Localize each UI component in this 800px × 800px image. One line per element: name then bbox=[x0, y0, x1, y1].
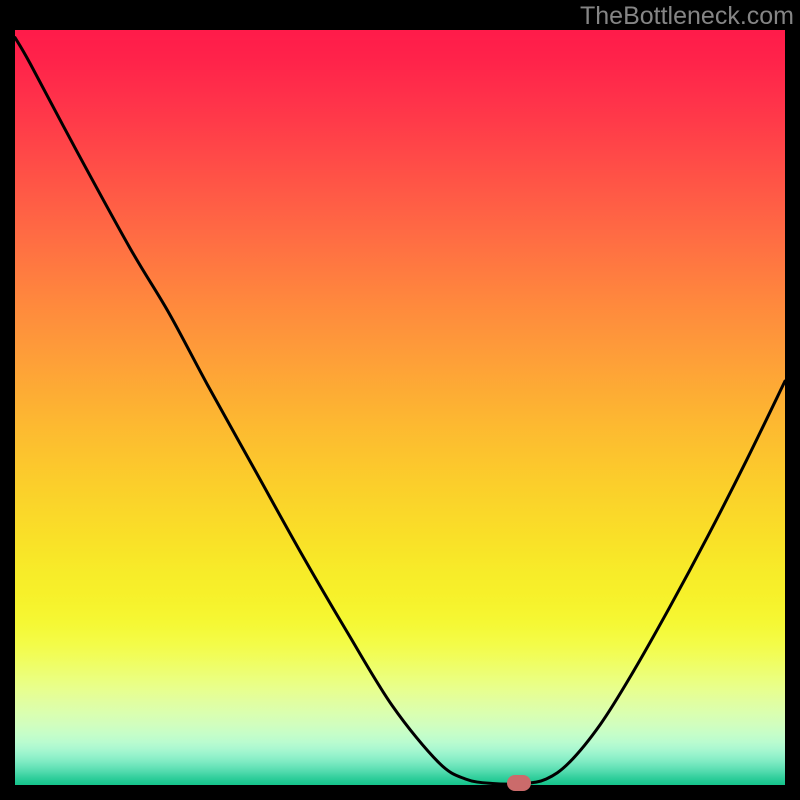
chart-container: TheBottleneck.com bbox=[0, 0, 800, 800]
watermark-text: TheBottleneck.com bbox=[580, 2, 794, 31]
bottleneck-curve bbox=[15, 30, 785, 785]
optimal-point-marker bbox=[507, 775, 531, 791]
plot-area bbox=[15, 30, 785, 785]
